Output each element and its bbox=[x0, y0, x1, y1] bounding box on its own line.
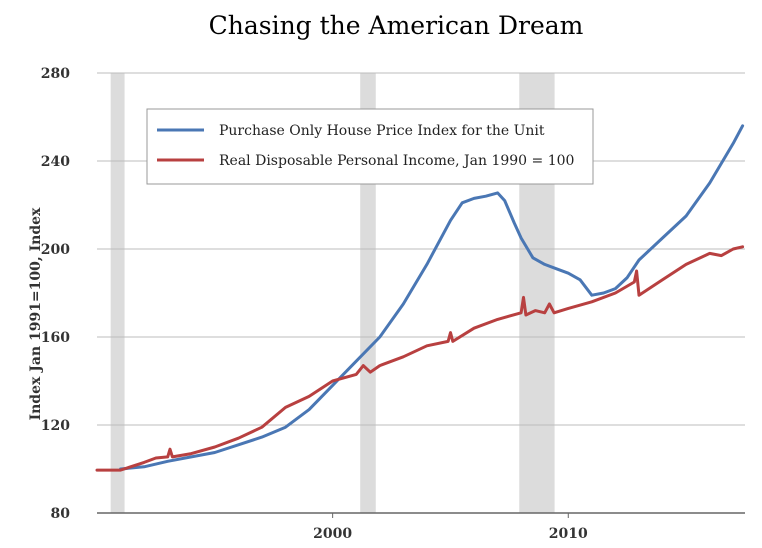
y-tick-label-160: 160 bbox=[41, 330, 70, 346]
series-line-house-price bbox=[119, 124, 745, 471]
series-line-income bbox=[95, 245, 745, 472]
x-tick-label-2000: 2000 bbox=[313, 526, 352, 542]
series-lines bbox=[95, 124, 745, 472]
x-tick-label-2010: 2010 bbox=[549, 526, 588, 542]
legend-box bbox=[146, 108, 594, 185]
y-tick-label-80: 80 bbox=[51, 506, 71, 522]
y-tick-label-280: 280 bbox=[41, 66, 70, 82]
legend-label-house-price: Purchase Only House Price Index for the … bbox=[219, 123, 545, 139]
y-tick-label-240: 240 bbox=[41, 154, 70, 170]
axes: 80 120 160 200 240 280 2000 2010 bbox=[41, 66, 745, 542]
chart-title: Chasing the American Dream bbox=[209, 11, 584, 40]
y-tick-label-200: 200 bbox=[41, 242, 70, 258]
recession-band-1 bbox=[110, 73, 125, 513]
y-axis-label: Index Jan 1991=100, Index bbox=[28, 207, 44, 420]
legend-label-income: Real Disposable Personal Income, Jan 199… bbox=[219, 153, 574, 169]
legend: Purchase Only House Price Index for the … bbox=[146, 108, 594, 185]
y-tick-label-120: 120 bbox=[41, 418, 70, 434]
